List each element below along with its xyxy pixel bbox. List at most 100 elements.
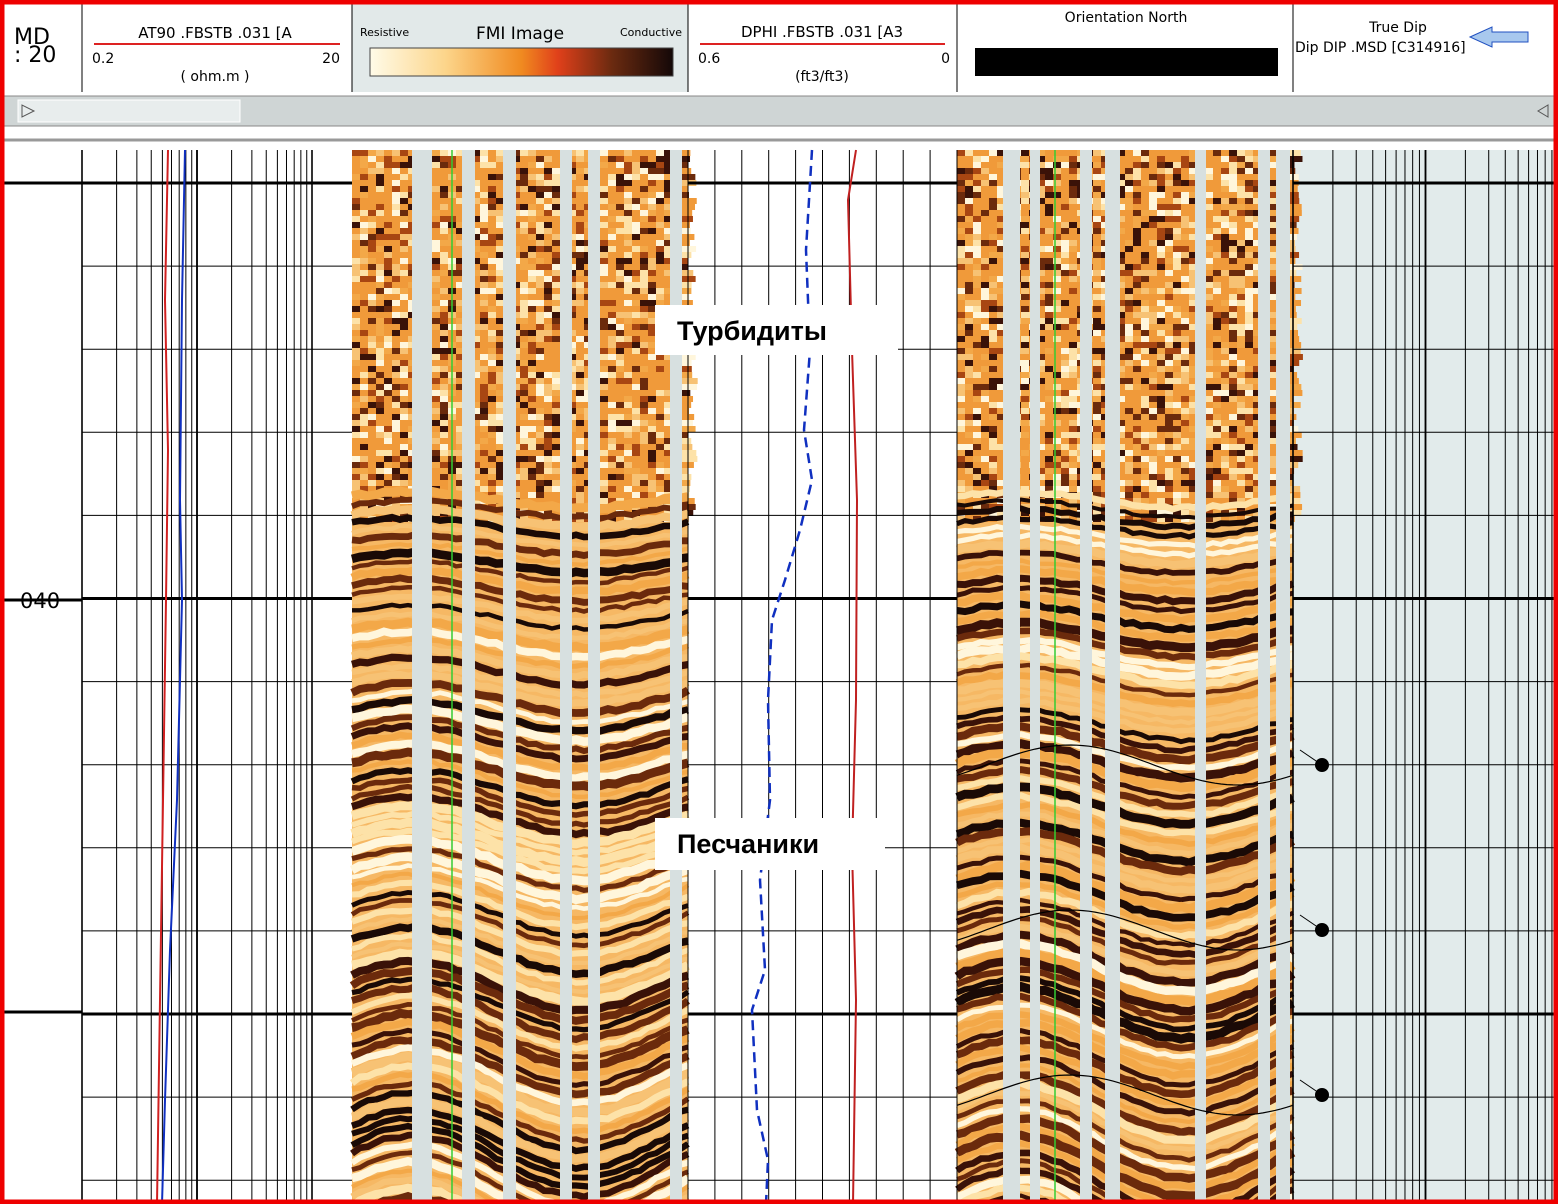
texture — [384, 252, 392, 258]
texture — [1213, 348, 1221, 354]
texture — [973, 210, 981, 216]
texture — [480, 276, 489, 282]
texture — [965, 348, 974, 354]
texture — [432, 378, 440, 384]
texture — [1221, 168, 1229, 174]
texture — [616, 276, 625, 282]
texture — [1093, 330, 1102, 336]
texture — [1069, 468, 1078, 474]
texture — [552, 282, 561, 288]
texture — [1245, 186, 1253, 192]
texture — [1181, 276, 1190, 282]
texture — [973, 324, 982, 330]
texture — [1149, 150, 1158, 156]
texture — [432, 162, 440, 168]
texture — [384, 288, 393, 294]
texture — [536, 372, 545, 378]
texture — [440, 192, 448, 198]
texture — [384, 192, 393, 198]
texture — [1045, 330, 1054, 336]
texture — [989, 258, 998, 264]
texture — [624, 228, 633, 234]
texture — [1061, 198, 1069, 204]
texture — [544, 426, 552, 432]
texture — [616, 204, 624, 210]
texture — [1213, 306, 1222, 312]
texture — [973, 306, 982, 312]
texture — [544, 192, 552, 198]
texture — [544, 342, 553, 348]
texture — [600, 264, 608, 270]
texture — [1141, 276, 1150, 282]
texture — [1205, 156, 1214, 162]
texture — [1237, 360, 1245, 366]
texture — [1181, 336, 1190, 342]
texture — [432, 168, 441, 174]
texture — [1069, 294, 1077, 300]
texture — [680, 378, 698, 384]
texture — [488, 222, 497, 228]
texture — [1157, 318, 1166, 324]
texture — [544, 330, 552, 336]
texture — [656, 156, 665, 162]
texture — [965, 450, 973, 456]
texture — [1141, 156, 1150, 162]
texture — [552, 198, 561, 204]
texture — [640, 210, 649, 216]
texture — [616, 456, 625, 462]
texture — [600, 288, 609, 294]
texture — [1165, 300, 1174, 306]
texture — [981, 402, 990, 408]
texture — [989, 162, 998, 168]
texture — [1061, 372, 1070, 378]
texture — [1181, 474, 1190, 480]
texture — [624, 150, 633, 156]
texture — [432, 186, 441, 192]
texture — [520, 438, 529, 444]
texture — [552, 408, 561, 414]
texture — [989, 288, 998, 294]
texture — [1141, 246, 1149, 252]
texture — [432, 192, 441, 198]
texture — [632, 222, 640, 228]
texture — [1149, 294, 1158, 300]
texture — [368, 342, 377, 348]
texture — [656, 462, 664, 468]
texture — [528, 354, 537, 360]
texture — [1125, 348, 1134, 354]
texture — [528, 270, 536, 276]
texture — [1181, 402, 1189, 408]
texture — [1133, 342, 1142, 348]
texture — [1165, 252, 1174, 258]
texture — [528, 276, 537, 282]
texture — [624, 378, 633, 384]
texture — [544, 372, 552, 378]
texture — [973, 156, 982, 162]
texture — [1141, 228, 1150, 234]
texture — [1205, 162, 1213, 168]
texture — [1093, 186, 1102, 192]
texture — [520, 486, 528, 492]
texture — [656, 486, 664, 492]
texture — [544, 300, 553, 306]
texture — [376, 450, 384, 456]
texture — [1221, 450, 1230, 456]
texture — [376, 216, 385, 222]
texture — [1173, 168, 1182, 174]
texture — [544, 486, 552, 492]
texture — [1125, 246, 1133, 252]
texture — [1237, 456, 1246, 462]
texture — [488, 324, 497, 330]
texture — [1181, 282, 1190, 288]
texture — [384, 462, 393, 468]
texture — [488, 276, 496, 282]
texture — [608, 354, 616, 360]
texture — [989, 402, 998, 408]
texture — [1045, 318, 1053, 324]
texture — [432, 252, 441, 258]
texture — [520, 342, 529, 348]
texture — [1221, 186, 1229, 192]
texture — [360, 312, 368, 318]
texture — [656, 288, 665, 294]
texture — [392, 456, 401, 462]
